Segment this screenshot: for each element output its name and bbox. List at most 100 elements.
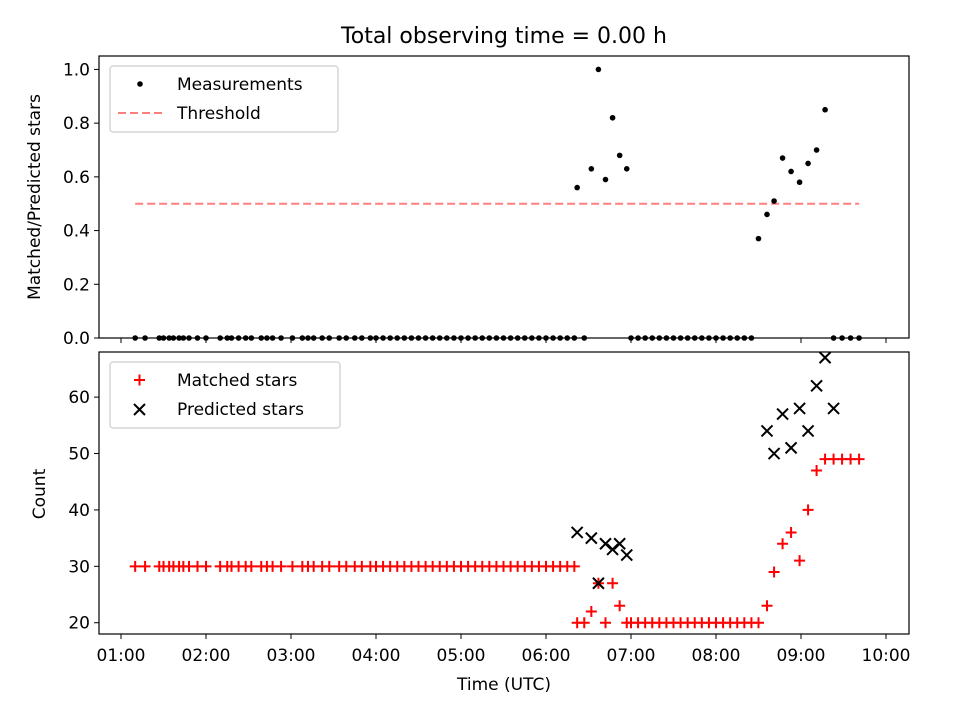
measurement-point	[609, 114, 616, 121]
measurement-point	[670, 335, 677, 341]
matched-star-point	[802, 504, 814, 516]
measurement-point	[720, 335, 726, 341]
x-tick-label: 10:00	[862, 646, 911, 666]
measurement-point	[269, 335, 276, 341]
measurement-point	[380, 335, 386, 341]
measurement-point	[486, 335, 493, 341]
measurement-point	[326, 335, 333, 341]
count-legend: Matched stars Predicted stars	[109, 361, 341, 429]
x-tick-label: 08:00	[692, 646, 741, 666]
matched-star-point	[811, 464, 823, 476]
threshold-legend-label: Threshold	[176, 104, 261, 124]
ratio-y-tick-label: 0.4	[63, 222, 90, 242]
matched-star-point	[275, 560, 287, 572]
predicted-star-point	[592, 577, 605, 590]
count-y-tick-label: 60	[68, 388, 90, 408]
matched-star-point	[777, 538, 789, 550]
measurement-point	[343, 335, 350, 341]
measurement-point	[663, 335, 670, 341]
measurement-point	[500, 335, 507, 341]
measurement-point	[656, 335, 663, 341]
x-tick-label: 03:00	[267, 646, 316, 666]
matched-star-point	[785, 526, 797, 538]
predicted-star-point	[613, 537, 626, 550]
measurement-point	[574, 184, 580, 191]
x-tick-label: 05:00	[437, 646, 486, 666]
measurement-point	[289, 335, 296, 341]
measurement-point	[176, 335, 182, 341]
measurement-point	[429, 335, 436, 341]
predicted-star-point	[585, 531, 598, 545]
count-y-tick-label: 20	[68, 614, 90, 634]
matched-star-point	[323, 560, 335, 572]
measurement-point	[649, 335, 656, 341]
x-axis-label: Time (UTC)	[456, 675, 551, 695]
matched-star-point	[568, 560, 580, 572]
measurement-point	[788, 168, 794, 175]
measurement-point	[741, 335, 748, 341]
predicted-star-point	[570, 526, 584, 539]
predicted-star-point	[793, 402, 806, 415]
measurement-point	[514, 335, 521, 341]
x-tick-label: 02:00	[182, 646, 231, 666]
matched-star-point	[768, 566, 780, 578]
predicted-star-point	[760, 424, 774, 438]
measurement-point	[278, 335, 284, 341]
measurement-point	[507, 335, 514, 341]
predicted-star-point	[606, 543, 619, 556]
measurement-point	[581, 335, 588, 341]
measurement-point	[755, 235, 762, 242]
measurement-point	[359, 335, 365, 341]
ratio-y-tick-label: 1.0	[63, 60, 90, 80]
measurement-point	[748, 335, 755, 341]
matched-star-point	[139, 560, 151, 572]
predicted-star-point	[827, 402, 840, 415]
measurement-point	[186, 335, 192, 341]
predicted-star-point	[776, 407, 789, 421]
measurement-point	[521, 335, 528, 341]
measurement-point	[727, 335, 733, 341]
measurement-point	[451, 335, 457, 341]
measurement-point	[479, 335, 486, 341]
predicted-star-point	[784, 441, 798, 455]
measurement-point	[415, 335, 422, 341]
predicted-star-point	[801, 424, 815, 438]
measurement-point	[493, 335, 500, 341]
x-tick-label: 04:00	[352, 646, 401, 666]
measurement-point	[602, 176, 609, 183]
predicted-star-point	[810, 379, 823, 393]
ratio-plot-marks	[132, 66, 862, 341]
matched-star-point	[200, 560, 212, 572]
measurement-point	[217, 335, 223, 341]
measurement-point	[564, 335, 571, 341]
count-y-tick-label: 50	[68, 445, 90, 465]
measurement-point	[387, 335, 393, 341]
matched-star-point	[585, 605, 597, 617]
predicted-star-point	[767, 447, 781, 460]
measurement-point	[557, 335, 563, 341]
measurement-point	[796, 179, 803, 186]
ratio-y-tick-label: 0.6	[63, 168, 90, 188]
measurement-point	[699, 335, 705, 341]
count-y-tick-label: 40	[68, 501, 90, 521]
predicted-star-point	[818, 351, 832, 364]
measurement-point	[805, 160, 811, 167]
measurement-point	[351, 335, 358, 341]
measurement-point	[132, 335, 138, 341]
measurement-point	[822, 106, 828, 113]
measurement-point	[642, 335, 648, 341]
matched-star-point	[794, 555, 806, 567]
measurement-point	[813, 147, 820, 153]
measurement-point	[166, 335, 172, 341]
measurement-point	[550, 335, 556, 341]
measurement-point	[623, 166, 630, 172]
measurement-point	[764, 211, 770, 218]
measurement-point	[156, 335, 163, 341]
count-plot-marks	[129, 351, 865, 629]
matched-star-point	[614, 600, 626, 612]
measurements-legend-label: Measurements	[177, 75, 303, 95]
measurement-point	[684, 335, 691, 341]
measurement-point	[264, 335, 270, 341]
measurement-point	[677, 335, 684, 341]
